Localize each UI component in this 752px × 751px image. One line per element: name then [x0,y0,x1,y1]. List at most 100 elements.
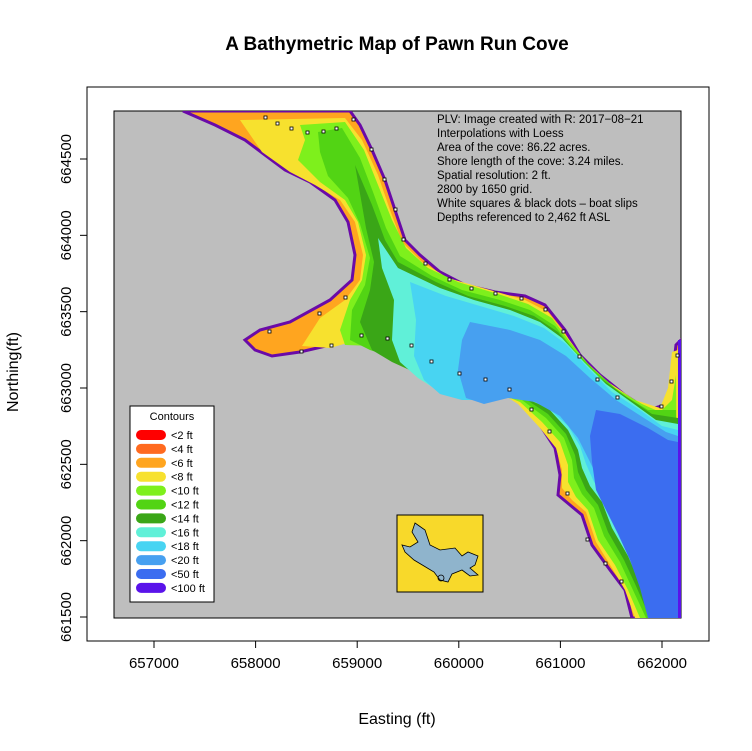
x-tick-label: 659000 [332,655,382,672]
note-line: Interpolations with Loess [437,128,564,140]
boat-slip [305,130,310,135]
x-axis-label: Easting (ft) [358,711,435,728]
boat-slip [519,296,524,301]
y-tick-label: 662500 [58,439,75,489]
inset-map [396,514,484,593]
boat-slip [321,129,326,134]
boat-slip [493,291,498,296]
legend-swatch [136,471,166,482]
legend-swatch [136,582,166,593]
boat-slip [529,407,534,412]
inset-lake [401,522,479,583]
legend-label: <2 ft [171,430,193,442]
boat-slip [334,126,339,131]
legend-swatch [136,569,166,579]
boat-slip [329,343,334,348]
x-axis: 657000 658000 659000 660000 661000 662000 [129,640,687,672]
legend-swatch [136,443,166,454]
boat-slip [299,349,304,354]
x-tick-label: 662000 [637,655,687,672]
y-tick-label: 663500 [58,287,75,337]
legend-label: <20 ft [171,555,199,567]
boat-slip [561,329,566,334]
legend-swatch [136,499,166,510]
legend-label: <100 ft [171,583,205,595]
band-20ft [458,322,678,618]
boat-slip [385,336,390,341]
legend-swatch [136,485,166,496]
boat-slip [382,177,387,182]
y-tick-label: 664500 [58,134,75,184]
boat-slip [543,307,548,312]
note-line: PLV: Image created with R: 2017−08−21 [437,114,644,126]
boat-slip [483,377,488,382]
map-notes: PLV: Image created with R: 2017−08−21 In… [437,114,644,224]
x-tick-label: 657000 [129,655,179,672]
legend-label: <6 ft [171,458,193,470]
boat-slip [447,277,452,282]
legend-swatch [136,457,166,468]
inset-cove-marker [437,574,445,582]
boat-slip [317,311,322,316]
legend-label: <8 ft [171,472,193,484]
y-tick-label: 662000 [58,516,75,566]
legend-swatch [136,513,166,524]
boat-slip [393,207,398,212]
note-line: Spatial resolution: 2 ft. [437,170,551,182]
legend-label: <50 ft [171,569,199,581]
note-line: Area of the cove: 86.22 acres. [437,142,590,154]
legend-swatch [136,430,166,440]
note-line: White squares & black dots – boat slips [437,198,638,210]
legend-swatch [136,555,166,566]
y-axis-label: Northing(ft) [5,332,22,412]
note-line: Depths referenced to 2,462 ft ASL [437,212,611,224]
boat-slips [263,115,680,584]
boat-slip [275,121,280,126]
boat-slip [507,387,512,392]
boat-slip [585,537,590,542]
boat-slip [359,333,364,338]
legend-label: <18 ft [171,541,199,553]
boat-slip [615,395,620,400]
legend-items: <2 ft <4 ft <6 ft <8 ft <10 ft <12 ft<14 ft <1… [136,430,205,595]
legend-label: <14 ft [171,513,199,525]
boat-slip [675,353,680,358]
boat-slip [429,359,434,364]
chart-title: A Bathymetric Map of Pawn Run Cove [225,34,568,55]
legend-swatch [136,541,166,552]
boat-slip [565,491,570,496]
boat-slip [577,354,582,359]
boat-slip [289,126,294,131]
y-axis: 661500 662000 662500 663000 663500 664000 6645… [58,134,88,642]
legend-title: Contours [150,411,195,423]
legend-label: <16 ft [171,527,199,539]
note-line: Shore length of the cove: 3.24 miles. [437,156,624,168]
boat-slip [619,579,624,584]
boat-slip [401,237,406,242]
boat-slip [409,343,414,348]
y-tick-label: 663000 [58,363,75,413]
legend-label: <10 ft [171,486,199,498]
legend-swatch [136,527,166,538]
legend-label: <4 ft [171,444,193,456]
x-tick-label: 658000 [231,655,281,672]
boat-slip [469,286,474,291]
boat-slip [669,379,674,384]
boat-slip [659,404,664,409]
boat-slip [263,115,268,120]
boat-slip [267,329,272,334]
band-100ft [678,340,681,618]
boat-slip [603,561,608,566]
boat-slip [351,117,356,122]
contour-legend: Contours <2 ft <4 ft <6 ft <8 ft <10 ft <12 f… [129,405,215,603]
y-tick-label: 661500 [58,592,75,642]
x-tick-label: 660000 [434,655,484,672]
band-50ft [590,410,678,618]
boat-slip [369,147,374,152]
note-line: 2800 by 1650 grid. [437,184,532,196]
boat-slip [457,371,462,376]
boat-slip [547,429,552,434]
x-tick-label: 661000 [535,655,585,672]
boat-slip [423,261,428,266]
